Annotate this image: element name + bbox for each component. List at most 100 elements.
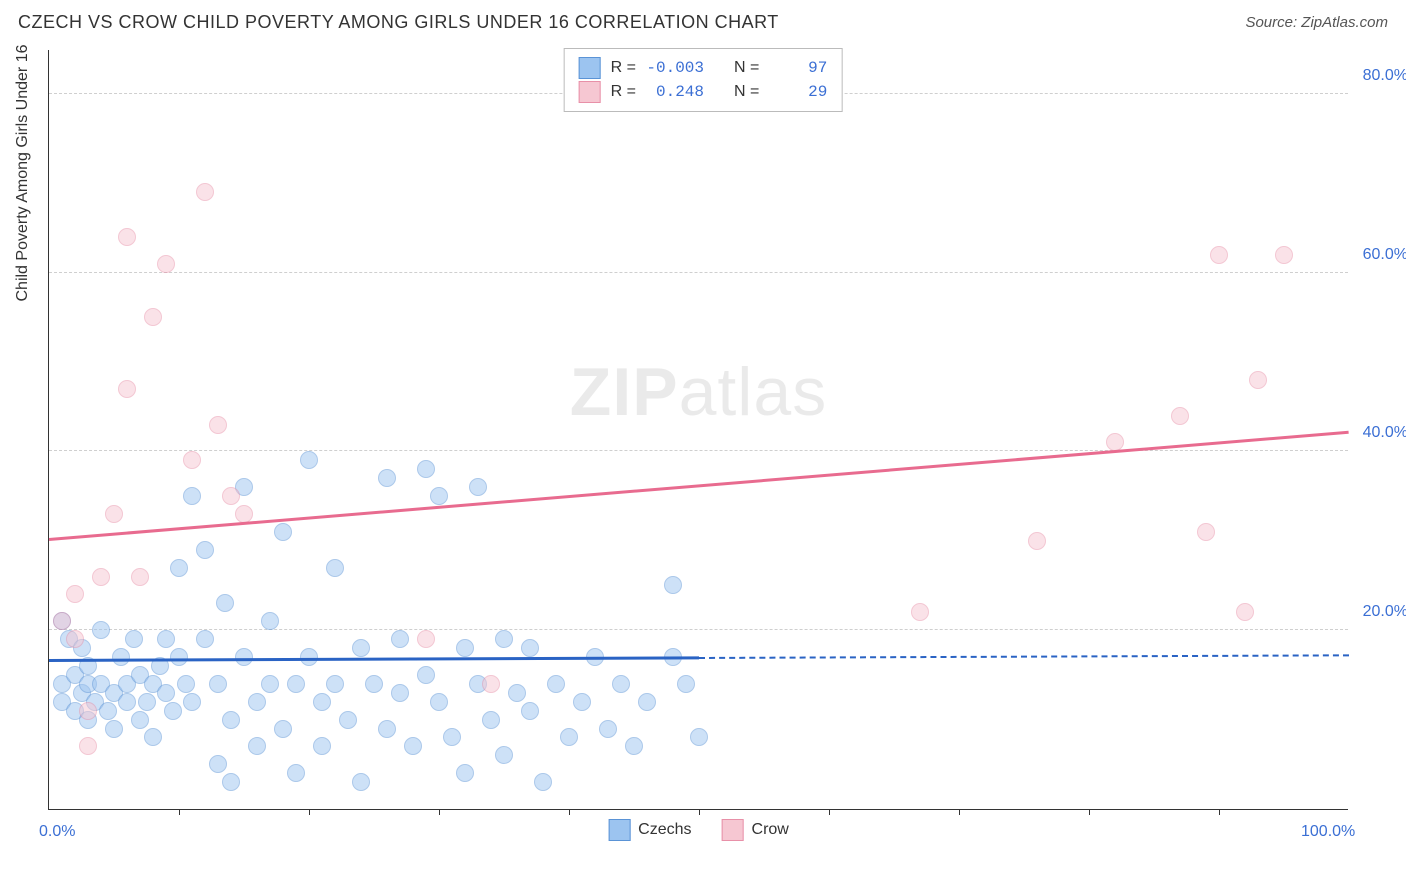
x-tick-label: 100.0%	[1301, 823, 1355, 841]
scatter-point	[157, 255, 175, 273]
y-tick-label: 60.0%	[1363, 246, 1406, 264]
scatter-point	[112, 648, 130, 666]
scatter-point	[365, 675, 383, 693]
legend-row: R =-0.003N =97	[579, 57, 828, 79]
x-minor-tick	[309, 809, 310, 815]
scatter-point	[547, 675, 565, 693]
scatter-point	[274, 720, 292, 738]
scatter-point	[125, 630, 143, 648]
x-minor-tick	[439, 809, 440, 815]
scatter-point	[300, 451, 318, 469]
legend-correlation-box: R =-0.003N =97R =0.248N =29	[564, 48, 843, 112]
chart-title: CZECH VS CROW CHILD POVERTY AMONG GIRLS …	[18, 12, 779, 33]
legend-n-label: N =	[734, 83, 759, 101]
y-tick-label: 40.0%	[1363, 424, 1406, 442]
scatter-point	[573, 693, 591, 711]
scatter-point	[456, 764, 474, 782]
scatter-point	[79, 737, 97, 755]
scatter-point	[66, 585, 84, 603]
legend-r-label: R =	[611, 83, 636, 101]
scatter-point	[391, 630, 409, 648]
scatter-point	[521, 639, 539, 657]
legend-n-label: N =	[734, 59, 759, 77]
scatter-point	[216, 594, 234, 612]
scatter-point	[508, 684, 526, 702]
scatter-point	[456, 639, 474, 657]
scatter-point	[534, 773, 552, 791]
scatter-point	[248, 693, 266, 711]
scatter-point	[287, 675, 305, 693]
scatter-point	[495, 630, 513, 648]
x-minor-tick	[959, 809, 960, 815]
scatter-point	[196, 541, 214, 559]
scatter-point	[53, 612, 71, 630]
scatter-point	[92, 621, 110, 639]
scatter-point	[79, 702, 97, 720]
scatter-point	[352, 773, 370, 791]
plot-area: ZIPatlas 20.0%40.0%60.0%80.0%0.0%100.0%C…	[48, 50, 1348, 810]
y-axis-title: Child Poverty Among Girls Under 16	[14, 45, 32, 302]
scatter-point	[430, 487, 448, 505]
scatter-point	[274, 523, 292, 541]
scatter-point	[443, 728, 461, 746]
legend-r-value: -0.003	[646, 59, 704, 77]
trend-line-extrapolated	[699, 654, 1349, 659]
scatter-point	[183, 451, 201, 469]
legend-item: Czechs	[608, 819, 691, 841]
scatter-point	[911, 603, 929, 621]
scatter-point	[196, 630, 214, 648]
legend-bottom: Czechs Crow	[608, 819, 789, 841]
scatter-point	[482, 675, 500, 693]
scatter-point	[177, 675, 195, 693]
scatter-point	[391, 684, 409, 702]
legend-swatch	[579, 81, 601, 103]
scatter-point	[209, 755, 227, 773]
scatter-point	[326, 675, 344, 693]
legend-n-value: 29	[769, 83, 827, 101]
scatter-point	[521, 702, 539, 720]
scatter-point	[339, 711, 357, 729]
source-label: Source: ZipAtlas.com	[1245, 14, 1388, 31]
scatter-point	[66, 630, 84, 648]
scatter-point	[1197, 523, 1215, 541]
scatter-point	[378, 720, 396, 738]
scatter-point	[157, 630, 175, 648]
scatter-point	[690, 728, 708, 746]
x-minor-tick	[829, 809, 830, 815]
legend-label: Crow	[752, 821, 789, 839]
x-minor-tick	[179, 809, 180, 815]
scatter-point	[1249, 371, 1267, 389]
scatter-point	[378, 469, 396, 487]
scatter-point	[430, 693, 448, 711]
scatter-point	[99, 702, 117, 720]
scatter-point	[170, 559, 188, 577]
watermark: ZIPatlas	[570, 353, 827, 431]
scatter-point	[495, 746, 513, 764]
scatter-point	[222, 773, 240, 791]
scatter-point	[164, 702, 182, 720]
scatter-point	[235, 648, 253, 666]
scatter-point	[482, 711, 500, 729]
scatter-point	[469, 478, 487, 496]
legend-swatch	[608, 819, 630, 841]
scatter-point	[677, 675, 695, 693]
scatter-point	[261, 675, 279, 693]
scatter-point	[92, 568, 110, 586]
scatter-point	[326, 559, 344, 577]
legend-row: R =0.248N =29	[579, 81, 828, 103]
scatter-point	[118, 693, 136, 711]
scatter-point	[105, 720, 123, 738]
grid-line	[49, 629, 1348, 630]
scatter-point	[118, 380, 136, 398]
scatter-point	[105, 505, 123, 523]
scatter-point	[638, 693, 656, 711]
scatter-point	[1171, 407, 1189, 425]
scatter-point	[138, 693, 156, 711]
grid-line	[49, 272, 1348, 273]
scatter-point	[404, 737, 422, 755]
scatter-point	[222, 711, 240, 729]
scatter-point	[417, 460, 435, 478]
scatter-point	[157, 684, 175, 702]
scatter-point	[196, 183, 214, 201]
legend-n-value: 97	[769, 59, 827, 77]
